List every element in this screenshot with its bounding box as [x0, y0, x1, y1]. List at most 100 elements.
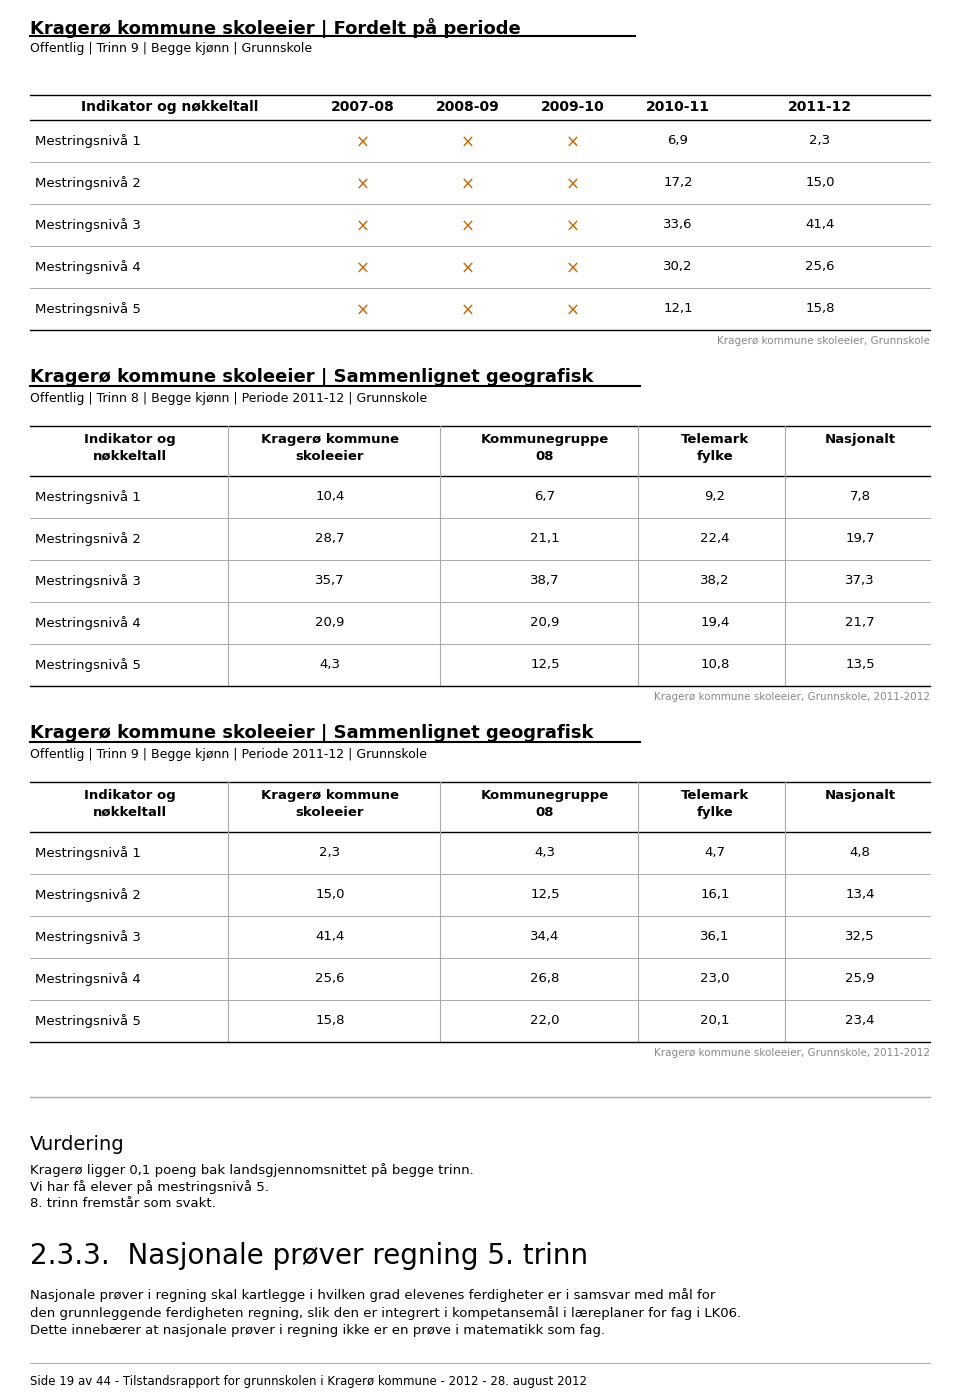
Text: nøkkeltall: nøkkeltall	[93, 449, 167, 463]
Text: 4,7: 4,7	[705, 846, 726, 860]
Text: ×: ×	[566, 176, 580, 195]
Text: 9,2: 9,2	[705, 490, 726, 503]
Text: 08: 08	[536, 806, 554, 819]
Text: nøkkeltall: nøkkeltall	[93, 806, 167, 819]
Text: ×: ×	[461, 134, 475, 153]
Text: ×: ×	[461, 176, 475, 195]
Text: 2,3: 2,3	[809, 134, 830, 147]
Text: 41,4: 41,4	[805, 218, 834, 231]
Text: 34,4: 34,4	[530, 930, 560, 944]
Text: ×: ×	[566, 302, 580, 321]
Text: Nasjonalt: Nasjonalt	[825, 790, 896, 802]
Text: 33,6: 33,6	[663, 218, 693, 231]
Text: 25,6: 25,6	[315, 972, 345, 986]
Text: Offentlig | Trinn 8 | Begge kjønn | Periode 2011-12 | Grunnskole: Offentlig | Trinn 8 | Begge kjønn | Peri…	[30, 392, 427, 405]
Text: 2007-08: 2007-08	[331, 99, 395, 113]
Text: 25,9: 25,9	[845, 972, 875, 986]
Text: 15,0: 15,0	[315, 888, 345, 902]
Text: fylke: fylke	[697, 449, 733, 463]
Text: ×: ×	[566, 218, 580, 237]
Text: Telemark: Telemark	[681, 790, 749, 802]
Text: Indikator og: Indikator og	[84, 433, 176, 447]
Text: 4,8: 4,8	[850, 846, 871, 860]
Text: Mestringsnivå 2: Mestringsnivå 2	[35, 532, 141, 546]
Text: Vi har få elever på mestringsnivå 5.: Vi har få elever på mestringsnivå 5.	[30, 1180, 269, 1194]
Text: skoleeier: skoleeier	[296, 449, 364, 463]
Text: 4,3: 4,3	[535, 846, 556, 860]
Text: 32,5: 32,5	[845, 930, 875, 944]
Text: 2011-12: 2011-12	[788, 99, 852, 113]
Text: 15,8: 15,8	[315, 1014, 345, 1028]
Text: ×: ×	[461, 218, 475, 237]
Text: Offentlig | Trinn 9 | Begge kjønn | Periode 2011-12 | Grunnskole: Offentlig | Trinn 9 | Begge kjønn | Peri…	[30, 748, 427, 762]
Text: Dette innebærer at nasjonale prøver i regning ikke er en prøve i matematikk som : Dette innebærer at nasjonale prøver i re…	[30, 1324, 605, 1337]
Text: den grunnleggende ferdigheten regning, slik den er integrert i kompetansemål i l: den grunnleggende ferdigheten regning, s…	[30, 1306, 741, 1320]
Text: ×: ×	[356, 302, 370, 321]
Text: Side 19 av 44 - Tilstandsrapport for grunnskolen i Kragerø kommune - 2012 - 28. : Side 19 av 44 - Tilstandsrapport for gru…	[30, 1375, 587, 1387]
Text: 20,9: 20,9	[530, 616, 560, 629]
Text: Mestringsnivå 3: Mestringsnivå 3	[35, 574, 141, 588]
Text: ×: ×	[356, 134, 370, 153]
Text: Kragerø kommune skoleeier | Sammenlignet geografisk: Kragerø kommune skoleeier | Sammenlignet…	[30, 724, 593, 742]
Text: 21,1: 21,1	[530, 532, 560, 545]
Text: Mestringsnivå 1: Mestringsnivå 1	[35, 134, 141, 148]
Text: Mestringsnivå 5: Mestringsnivå 5	[35, 1014, 141, 1028]
Text: Kragerø kommune skoleeier | Sammenlignet geografisk: Kragerø kommune skoleeier | Sammenlignet…	[30, 368, 593, 386]
Text: skoleeier: skoleeier	[296, 806, 364, 819]
Text: ×: ×	[461, 302, 475, 321]
Text: 2008-09: 2008-09	[436, 99, 500, 113]
Text: Mestringsnivå 1: Mestringsnivå 1	[35, 846, 141, 860]
Text: Mestringsnivå 1: Mestringsnivå 1	[35, 490, 141, 504]
Text: 38,7: 38,7	[530, 574, 560, 587]
Text: fylke: fylke	[697, 806, 733, 819]
Text: Nasjonale prøver i regning skal kartlegge i hvilken grad elevenes ferdigheter er: Nasjonale prøver i regning skal kartlegg…	[30, 1288, 715, 1302]
Text: 20,9: 20,9	[315, 616, 345, 629]
Text: Kommunegruppe: Kommunegruppe	[481, 790, 610, 802]
Text: Mestringsnivå 3: Mestringsnivå 3	[35, 218, 141, 232]
Text: ×: ×	[566, 260, 580, 279]
Text: 4,3: 4,3	[320, 658, 341, 671]
Text: ×: ×	[461, 260, 475, 279]
Text: 6,9: 6,9	[667, 134, 688, 147]
Text: 8. trinn fremstår som svakt.: 8. trinn fremstår som svakt.	[30, 1197, 216, 1210]
Text: 2009-10: 2009-10	[541, 99, 605, 113]
Text: 2.3.3.  Nasjonale prøver regning 5. trinn: 2.3.3. Nasjonale prøver regning 5. trinn	[30, 1242, 588, 1270]
Text: Kragerø kommune skoleeier | Fordelt på periode: Kragerø kommune skoleeier | Fordelt på p…	[30, 18, 520, 38]
Text: 28,7: 28,7	[315, 532, 345, 545]
Text: Offentlig | Trinn 9 | Begge kjønn | Grunnskole: Offentlig | Trinn 9 | Begge kjønn | Grun…	[30, 42, 312, 55]
Text: 21,7: 21,7	[845, 616, 875, 629]
Text: Mestringsnivå 2: Mestringsnivå 2	[35, 888, 141, 902]
Text: 12,5: 12,5	[530, 888, 560, 902]
Text: 20,1: 20,1	[700, 1014, 730, 1028]
Text: Mestringsnivå 4: Mestringsnivå 4	[35, 972, 141, 986]
Text: 41,4: 41,4	[315, 930, 345, 944]
Text: ×: ×	[356, 218, 370, 237]
Text: 16,1: 16,1	[700, 888, 730, 902]
Text: Indikator og nøkkeltall: Indikator og nøkkeltall	[82, 99, 258, 113]
Text: Kommunegruppe: Kommunegruppe	[481, 433, 610, 447]
Text: ×: ×	[566, 134, 580, 153]
Text: 23,4: 23,4	[845, 1014, 875, 1028]
Text: 6,7: 6,7	[535, 490, 556, 503]
Text: Mestringsnivå 4: Mestringsnivå 4	[35, 616, 141, 630]
Text: 25,6: 25,6	[805, 260, 835, 273]
Text: Mestringsnivå 5: Mestringsnivå 5	[35, 658, 141, 672]
Text: Mestringsnivå 2: Mestringsnivå 2	[35, 176, 141, 190]
Text: 38,2: 38,2	[700, 574, 730, 587]
Text: 19,4: 19,4	[700, 616, 730, 629]
Text: 15,8: 15,8	[805, 302, 835, 315]
Text: 15,0: 15,0	[805, 176, 835, 189]
Text: 37,3: 37,3	[845, 574, 875, 587]
Text: 12,1: 12,1	[663, 302, 693, 315]
Text: Kragerø kommune: Kragerø kommune	[261, 433, 399, 447]
Text: 17,2: 17,2	[663, 176, 693, 189]
Text: 08: 08	[536, 449, 554, 463]
Text: 35,7: 35,7	[315, 574, 345, 587]
Text: 10,8: 10,8	[700, 658, 730, 671]
Text: 12,5: 12,5	[530, 658, 560, 671]
Text: 7,8: 7,8	[850, 490, 871, 503]
Text: 13,5: 13,5	[845, 658, 875, 671]
Text: 10,4: 10,4	[315, 490, 345, 503]
Text: 36,1: 36,1	[700, 930, 730, 944]
Text: Nasjonalt: Nasjonalt	[825, 433, 896, 447]
